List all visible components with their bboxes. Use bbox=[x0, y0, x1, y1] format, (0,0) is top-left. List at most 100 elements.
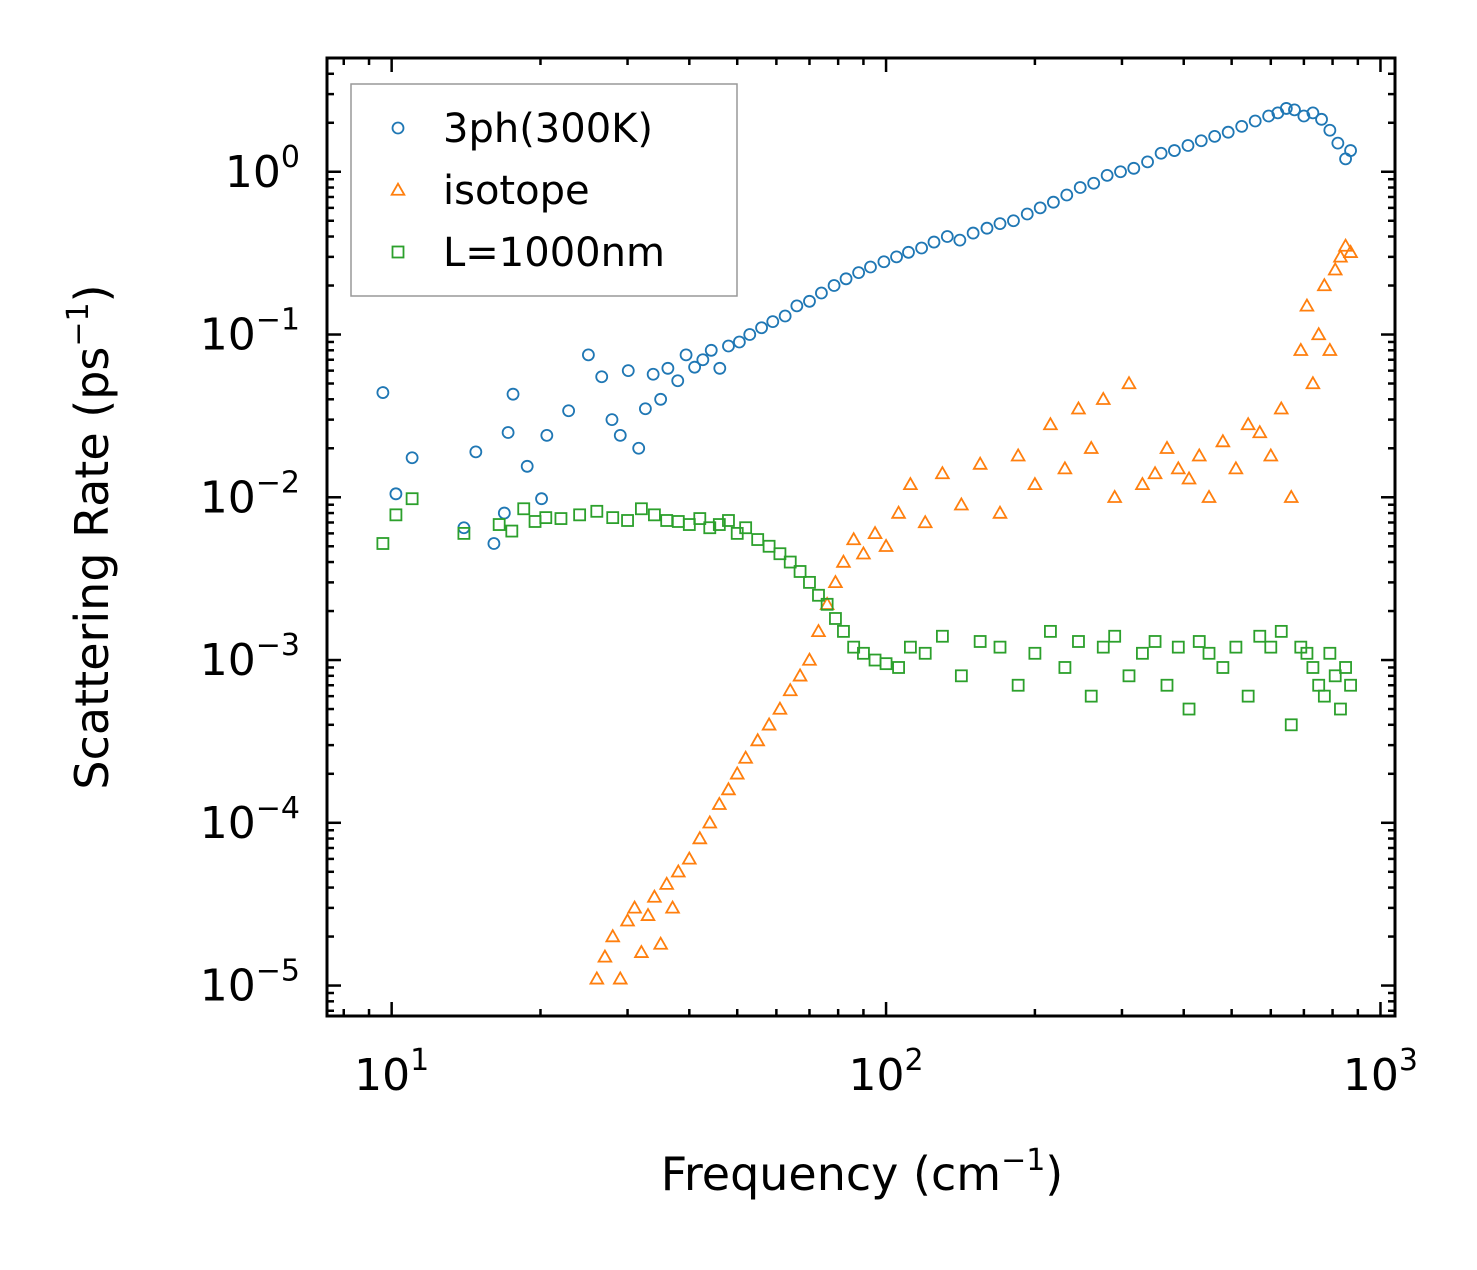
data-point bbox=[852, 266, 866, 280]
data-point bbox=[539, 511, 553, 525]
data-point bbox=[902, 245, 915, 259]
data-point bbox=[1344, 144, 1357, 157]
data-point bbox=[1306, 106, 1320, 120]
data-point bbox=[1148, 635, 1162, 648]
data-point bbox=[1342, 244, 1359, 258]
data-point bbox=[766, 315, 780, 329]
data-point bbox=[646, 367, 660, 381]
data-point bbox=[1121, 375, 1137, 390]
data-point bbox=[713, 361, 727, 375]
data-point bbox=[1141, 155, 1154, 169]
x-tick-labels: 101 102 103 bbox=[354, 1043, 1418, 1101]
data-point bbox=[506, 387, 520, 401]
data-point bbox=[927, 235, 941, 249]
data-point bbox=[619, 912, 636, 927]
data-point bbox=[554, 512, 568, 525]
data-point bbox=[1046, 195, 1060, 209]
legend-box bbox=[350, 83, 738, 297]
data-point bbox=[1339, 661, 1352, 674]
data-point bbox=[1108, 629, 1122, 643]
data-point bbox=[1228, 460, 1244, 475]
data-point bbox=[812, 588, 825, 602]
data-point bbox=[980, 221, 994, 235]
y-tick-label: 100 bbox=[225, 140, 300, 198]
data-point bbox=[1147, 465, 1163, 480]
data-point bbox=[1323, 646, 1337, 660]
data-point bbox=[389, 487, 403, 501]
data-point bbox=[1316, 277, 1333, 292]
data-point bbox=[722, 514, 735, 527]
data-point bbox=[693, 512, 707, 525]
data-point bbox=[711, 796, 728, 810]
data-point bbox=[1084, 689, 1098, 703]
data-point bbox=[604, 928, 621, 943]
data-point bbox=[703, 521, 717, 535]
data-point bbox=[835, 553, 852, 568]
data-point bbox=[633, 944, 650, 958]
data-point bbox=[1327, 261, 1344, 276]
data-point bbox=[1070, 400, 1087, 415]
data-point bbox=[1323, 123, 1337, 137]
data-point bbox=[935, 629, 949, 643]
data-point bbox=[632, 441, 646, 455]
data-point bbox=[1344, 678, 1357, 692]
data-point bbox=[749, 732, 766, 747]
data-point bbox=[1170, 460, 1187, 475]
data-point bbox=[1229, 640, 1243, 654]
data-point bbox=[562, 404, 576, 418]
data-point bbox=[890, 504, 907, 519]
data-point bbox=[1083, 440, 1100, 454]
data-point bbox=[1284, 718, 1298, 732]
data-point bbox=[827, 574, 844, 589]
data-point bbox=[720, 781, 737, 796]
data-point bbox=[743, 328, 757, 341]
data-point bbox=[1273, 400, 1290, 415]
data-point bbox=[701, 814, 718, 829]
data-point bbox=[1182, 702, 1196, 716]
data-point bbox=[1106, 489, 1123, 503]
data-point bbox=[376, 386, 390, 399]
y-tick-label: 10−4 bbox=[200, 791, 300, 849]
data-point bbox=[810, 623, 827, 638]
data-point bbox=[688, 360, 702, 374]
data-point bbox=[1028, 646, 1042, 660]
data-point bbox=[1181, 139, 1195, 152]
data-point bbox=[1087, 176, 1101, 190]
data-point bbox=[1241, 689, 1255, 703]
data-point bbox=[691, 830, 708, 845]
data-point bbox=[588, 970, 605, 985]
data-point bbox=[638, 402, 652, 416]
series-isotope bbox=[588, 237, 1359, 985]
data-point bbox=[1300, 646, 1314, 660]
data-point bbox=[917, 514, 934, 529]
data-point bbox=[1240, 416, 1257, 431]
data-point bbox=[1274, 624, 1288, 638]
data-point bbox=[535, 492, 548, 506]
data-point bbox=[1202, 646, 1216, 660]
data-point bbox=[405, 492, 419, 506]
data-point bbox=[712, 518, 726, 531]
data-point bbox=[605, 413, 619, 427]
data-point bbox=[1060, 188, 1074, 202]
legend-item: 3ph(300K) bbox=[391, 106, 653, 152]
data-point bbox=[681, 850, 698, 865]
data-point bbox=[595, 370, 609, 384]
data-point bbox=[501, 426, 515, 439]
data-point bbox=[1114, 165, 1127, 179]
data-point bbox=[1160, 678, 1174, 692]
legend-marker bbox=[391, 245, 405, 259]
data-point bbox=[918, 646, 932, 660]
data-point bbox=[801, 651, 818, 666]
series-3ph-300k- bbox=[376, 102, 1357, 550]
data-point bbox=[837, 624, 850, 638]
data-point bbox=[739, 521, 753, 535]
data-point bbox=[1306, 661, 1320, 674]
data-point bbox=[1181, 470, 1197, 485]
data-point bbox=[1058, 661, 1072, 674]
data-point bbox=[505, 524, 519, 538]
data-point bbox=[1134, 476, 1151, 491]
data-point bbox=[1292, 342, 1309, 356]
data-point bbox=[864, 260, 877, 274]
data-point bbox=[704, 343, 718, 357]
data-point bbox=[487, 537, 501, 550]
